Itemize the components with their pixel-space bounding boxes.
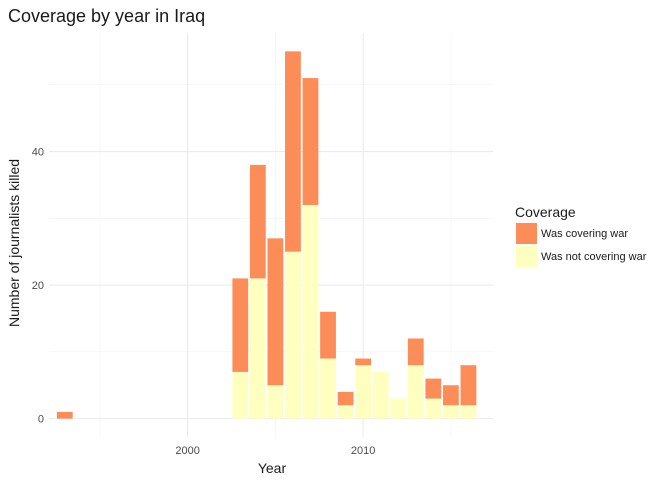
bar [249,278,266,419]
bar [355,365,372,419]
bar [232,278,249,372]
legend: Coverage Was covering war Was not coverin… [515,204,647,267]
x-axis-title: Year [258,460,287,476]
bar [232,371,249,419]
bar [267,385,284,419]
bar [56,411,73,419]
legend-key [516,246,537,267]
bar [460,405,477,419]
grid [49,33,493,437]
legend-key [516,223,537,244]
x-tick-label: 2000 [175,445,199,457]
y-axis-title: Number of journalists killed [6,159,22,327]
legend-title: Coverage [515,204,576,220]
bar [320,358,336,419]
bar [267,238,284,386]
x-tick-label: 2010 [351,445,375,457]
bar [285,251,301,419]
chart-title: Coverage by year in Iraq [8,6,205,26]
bar [390,398,407,419]
bar [425,378,442,399]
x-axis-ticks: 2000 2010 [175,445,375,457]
y-tick-label: 20 [32,280,44,292]
bar [320,311,336,359]
bar [337,405,354,419]
y-tick-label: 40 [32,147,44,159]
bar [337,391,354,406]
bar [407,365,424,419]
y-axis-ticks: 0 20 40 [32,147,44,426]
bar [285,51,301,252]
legend-label: Was not covering war [541,251,647,263]
bar [355,358,372,366]
bar [407,338,424,366]
bar [442,385,459,406]
bar [442,405,459,419]
bar [249,164,266,279]
bar [302,78,319,205]
bar [460,365,477,406]
bar [425,398,442,419]
bars [56,51,477,419]
bar [302,204,319,419]
legend-label: Was covering war [541,228,628,240]
bar [372,371,389,419]
y-tick-label: 0 [38,414,44,426]
